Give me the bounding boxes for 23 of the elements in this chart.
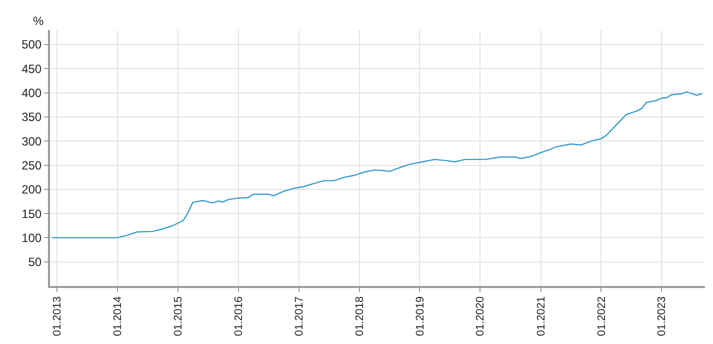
y-tick-label: 300 <box>22 134 42 148</box>
y-axis-title: % <box>33 14 44 28</box>
line-series <box>51 91 702 238</box>
y-tick-label: 500 <box>22 38 42 52</box>
x-tick-label: 01.2019 <box>414 296 426 336</box>
y-tick-label: 50 <box>28 255 42 270</box>
y-tick-label: 400 <box>22 86 42 100</box>
x-tick-label: 01.2013 <box>52 296 64 336</box>
y-tick-label: 150 <box>22 206 42 221</box>
y-tick-label: 250 <box>22 158 42 172</box>
x-tick-label: 01.2020 <box>474 296 487 336</box>
x-tick-label: 01.2014 <box>112 296 124 336</box>
x-tick-label: 01.2023 <box>656 296 668 336</box>
x-tick-label: 01.2018 <box>354 296 366 336</box>
x-tick-label: 01.2022 <box>596 296 608 336</box>
x-tick-label: 01.2015 <box>172 296 184 336</box>
y-tick-label: 200 <box>22 182 42 197</box>
y-tick-label: 450 <box>22 62 42 76</box>
x-tick-label: 01.2017 <box>293 296 306 336</box>
x-tick-label: 01.2021 <box>535 296 548 336</box>
x-tick-label: 01.2016 <box>232 296 245 336</box>
y-tick-label: 350 <box>22 110 42 124</box>
y-tick-label: 100 <box>22 230 42 245</box>
